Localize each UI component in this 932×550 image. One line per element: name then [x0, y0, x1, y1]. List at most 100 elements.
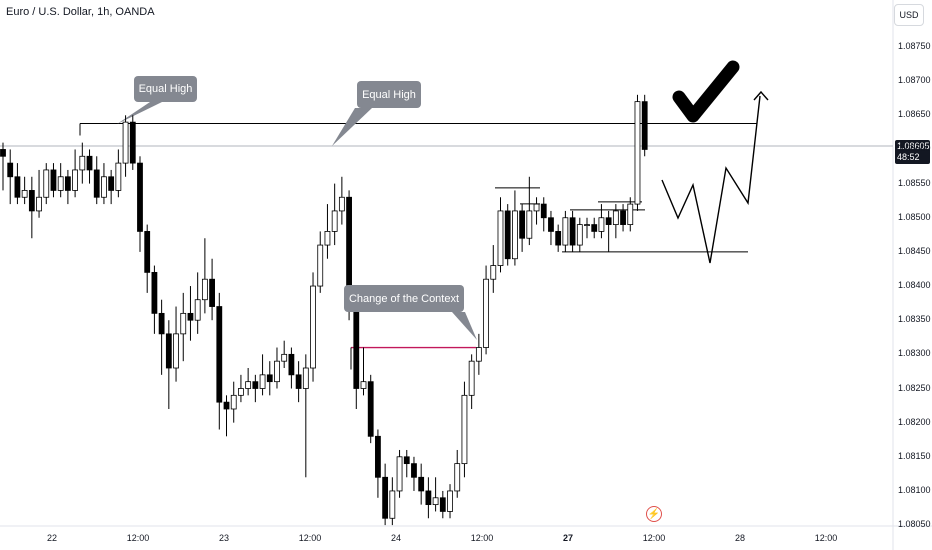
candle-down: [548, 217, 554, 232]
time-tick-label: 23: [218, 533, 230, 543]
candle-down: [165, 333, 172, 369]
candle-up: [180, 312, 187, 335]
projection-arrowhead: [753, 90, 769, 101]
candle-up: [533, 203, 540, 212]
price-tick-label: 1.08600: [898, 143, 931, 154]
candle-down: [403, 456, 410, 465]
callout-pointer-2: [332, 108, 372, 146]
candle-down: [425, 490, 432, 506]
candle-down: [209, 278, 215, 307]
candle-up: [360, 381, 367, 389]
candle-up: [634, 101, 641, 205]
equal-high-callout-right: Equal High: [357, 81, 421, 108]
candle-down: [641, 101, 648, 150]
callout-pointer-3: [452, 312, 477, 340]
candle-up: [454, 463, 461, 492]
candle-up: [432, 497, 439, 506]
candle-down: [64, 176, 71, 191]
candle-down: [144, 231, 151, 273]
candle-down: [158, 312, 165, 335]
candle-down: [418, 476, 425, 492]
candle-down: [50, 169, 57, 191]
time-tick-label: 28: [734, 533, 746, 543]
candle-up: [274, 360, 280, 383]
time-tick-label: 22: [46, 533, 58, 543]
time-tick-label: 12:00: [126, 533, 150, 543]
candle-down: [605, 217, 612, 225]
candle-down: [137, 162, 143, 232]
candle-up: [324, 231, 331, 246]
candle-up: [562, 217, 569, 246]
candle-up: [338, 196, 345, 212]
candle-up: [259, 374, 266, 389]
candle-down: [519, 210, 526, 239]
candle-down: [367, 381, 374, 437]
candle-up: [281, 353, 288, 362]
candle-up: [584, 224, 590, 226]
candle-down: [411, 463, 417, 478]
candle-down: [555, 231, 562, 246]
price-tick-label: 1.08250: [898, 382, 931, 393]
candle-up: [317, 244, 324, 287]
price-tick-label: 1.08350: [898, 314, 931, 325]
price-tick-label: 1.08050: [898, 519, 931, 530]
candle-down: [108, 176, 115, 191]
candle-down: [375, 435, 381, 478]
price-tick-label: 1.08200: [898, 416, 931, 427]
candle-up: [245, 381, 252, 389]
callout-pointer-1: [117, 102, 162, 124]
candle-up: [396, 456, 403, 492]
flash-icon[interactable]: ⚡: [646, 506, 662, 522]
candle-up: [36, 196, 42, 212]
candle-up: [101, 176, 107, 198]
time-tick-label: 12:00: [642, 533, 666, 543]
candle-up: [627, 203, 634, 225]
candle-up: [526, 210, 533, 239]
candle-down: [353, 299, 360, 389]
candle-down: [591, 224, 598, 232]
equal-high-callout-left: Equal High: [134, 76, 197, 102]
candle-up: [79, 155, 86, 171]
candle-down: [382, 476, 389, 519]
candle-down: [288, 353, 295, 376]
candle-up: [389, 490, 396, 519]
candle-up: [302, 367, 309, 389]
time-tick-label: 24: [390, 533, 402, 543]
candle-up: [461, 394, 468, 465]
candle-down: [93, 169, 100, 198]
candle-down: [252, 381, 259, 389]
candle-up: [576, 224, 583, 246]
time-tick-label: 12:00: [470, 533, 494, 543]
candle-up: [475, 347, 482, 362]
candle-up: [230, 394, 237, 410]
current-price-badge: 1.08605 48:52: [895, 140, 930, 164]
candle-up: [497, 210, 504, 266]
price-tick-label: 1.08150: [898, 450, 931, 461]
candle-down: [151, 271, 158, 314]
candle-up: [194, 299, 201, 321]
price-tick-label: 1.08750: [898, 41, 931, 51]
candle-down: [86, 155, 93, 171]
candle-down: [223, 401, 230, 410]
candle-up: [468, 360, 475, 396]
candle-up: [21, 190, 28, 198]
candle-up: [238, 388, 244, 396]
candle-down: [28, 190, 35, 212]
candle-up: [57, 176, 64, 191]
projection-path: [661, 95, 761, 264]
checkmark-icon: [672, 60, 740, 123]
candle-up: [490, 265, 497, 280]
price-tick-label: 1.08400: [898, 280, 931, 291]
currency-button[interactable]: USD: [894, 4, 924, 26]
time-tick-label: 27: [562, 533, 574, 543]
candle-down: [569, 217, 576, 246]
candle-up: [447, 490, 453, 512]
candle-up: [598, 217, 605, 232]
candle-up: [43, 169, 50, 198]
candle-up: [122, 121, 129, 164]
candle-down: [266, 374, 273, 383]
price-tick-label: 1.08300: [898, 348, 931, 359]
price-tick-label: 1.08500: [898, 211, 931, 222]
candle-up: [612, 210, 619, 225]
